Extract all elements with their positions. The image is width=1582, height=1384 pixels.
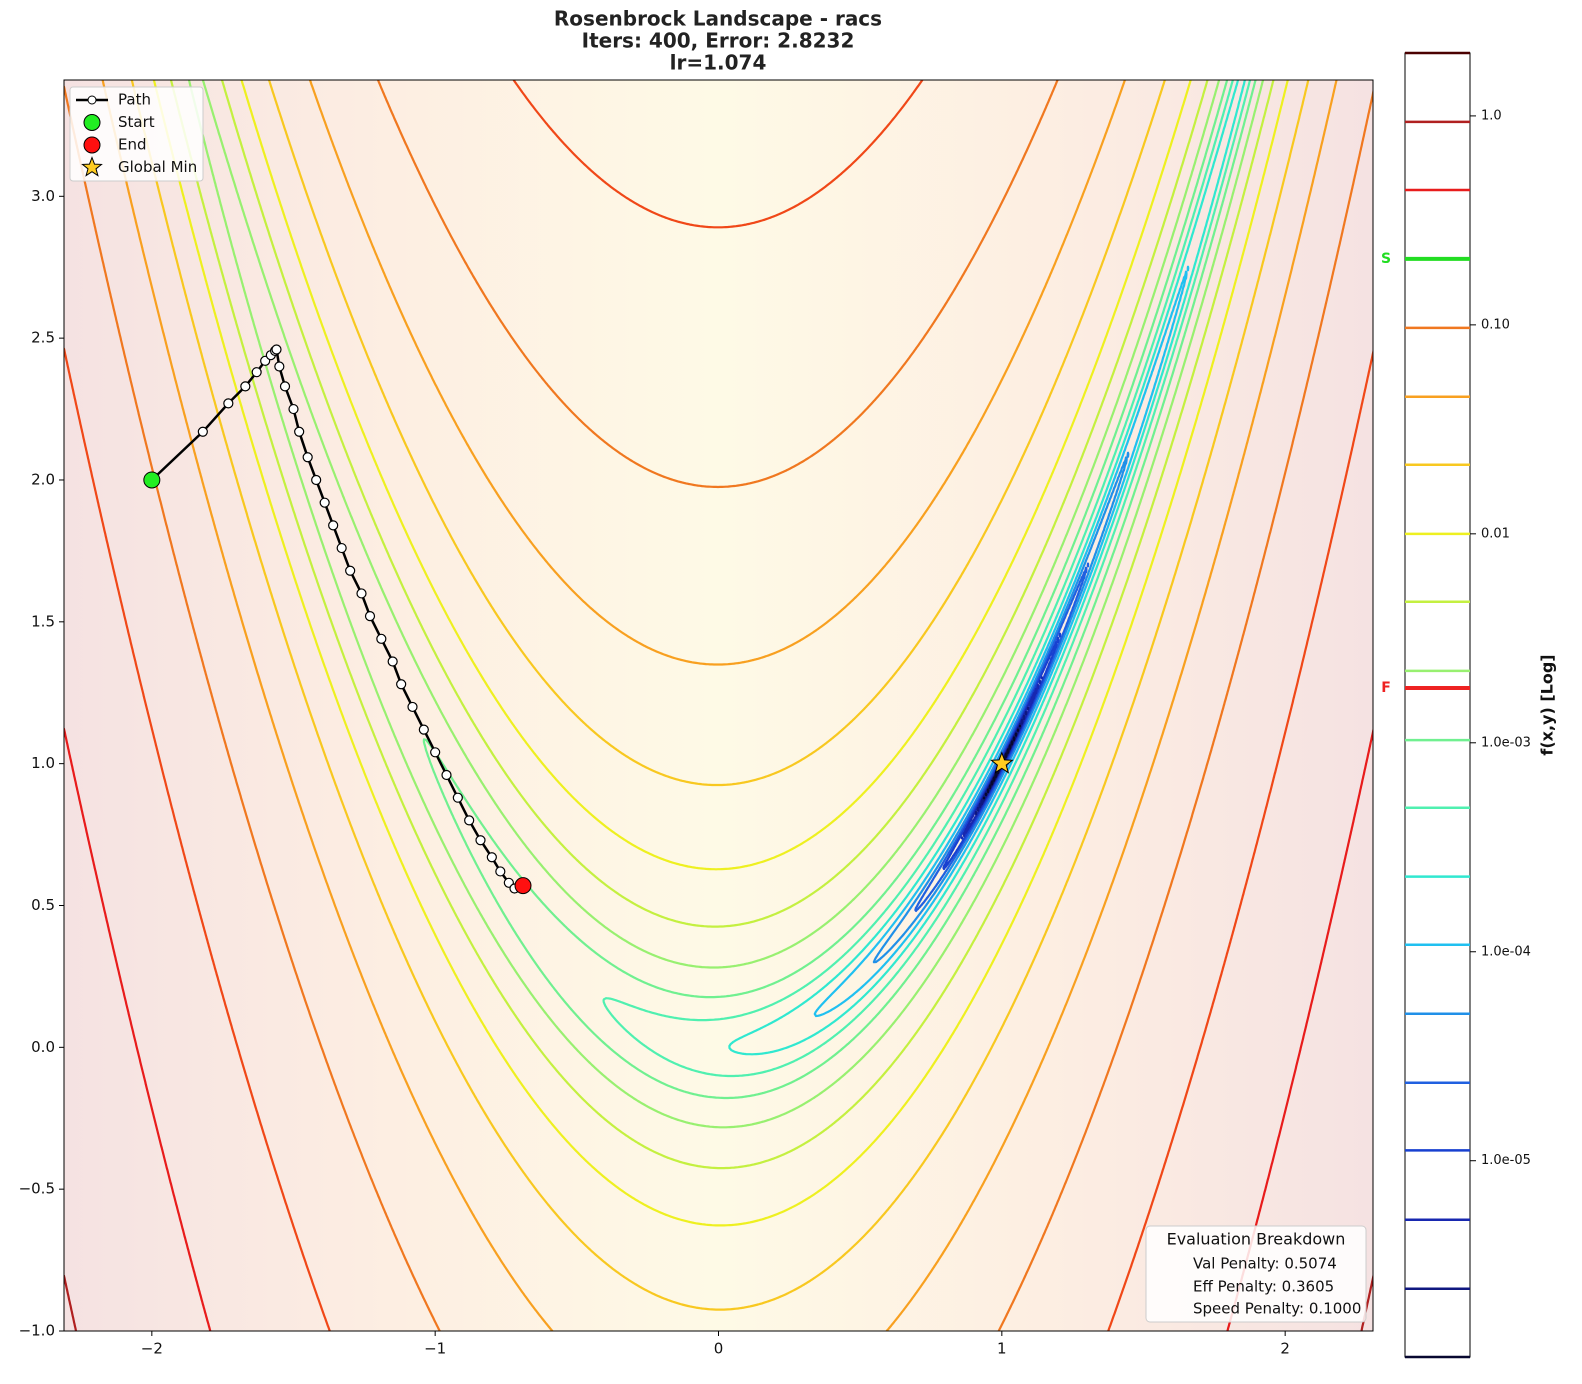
contour-line — [728, 80, 1246, 1056]
path-point — [364, 611, 376, 622]
legend-marker — [83, 114, 101, 131]
y-tick-label: 2.0 — [31, 470, 55, 488]
y-tick-label: −0.5 — [19, 1180, 55, 1198]
point-marker — [990, 751, 1014, 774]
y-tick-label: −1.0 — [19, 1322, 55, 1340]
path-point — [271, 344, 282, 355]
colorbar-marker-label: S — [1381, 251, 1391, 267]
legend-label: Start — [118, 113, 155, 131]
y-tick-label: 3.0 — [31, 187, 55, 205]
path-point — [197, 426, 208, 437]
colorbar-tick-label: 1.0e-03 — [1481, 735, 1531, 750]
colorbar-label: f(x,y) [Log] — [1538, 654, 1557, 755]
x-tick-label: 1 — [997, 1340, 1007, 1358]
y-tick-label: 0.0 — [31, 1038, 55, 1056]
x-tick-label: 2 — [1280, 1340, 1290, 1358]
legend-label: Global Min — [118, 158, 197, 176]
path-point — [328, 520, 339, 531]
annotation-title: Evaluation Breakdown — [1167, 1230, 1346, 1249]
legend-marker — [87, 95, 97, 105]
path-point — [495, 866, 506, 877]
point-marker — [143, 471, 161, 489]
path-point — [452, 792, 463, 803]
path-point — [251, 367, 262, 378]
colorbar-tick-label: 1.0 — [1481, 108, 1502, 123]
colorbar-tick-label: 1.0e-04 — [1481, 944, 1531, 959]
path-point — [464, 815, 475, 826]
path-point — [336, 542, 347, 554]
colorbar-tick-label: 0.10 — [1481, 317, 1510, 332]
path-point — [223, 398, 234, 409]
annotation-box — [1145, 1225, 1367, 1323]
x-tick-label: −2 — [141, 1340, 163, 1358]
overlay — [143, 344, 1014, 895]
path-point — [376, 633, 387, 644]
chart-title: Rosenbrock Landscape - racs — [554, 7, 882, 31]
colorbar — [1404, 52, 1471, 1358]
y-tick-label: 1.0 — [31, 754, 55, 772]
legend-label: Path — [118, 91, 151, 109]
path-point — [311, 474, 322, 486]
contour-line — [872, 451, 1130, 964]
legend-label: End — [118, 136, 147, 154]
legend-marker — [83, 136, 101, 154]
path-point — [396, 679, 407, 690]
path-point — [387, 656, 398, 667]
y-tick-label: 1.5 — [31, 612, 55, 630]
path-point — [274, 361, 285, 372]
path-point — [475, 835, 486, 846]
path-point — [240, 381, 251, 392]
colorbar-tick-label: 1.0e-05 — [1481, 1153, 1531, 1168]
y-tick-label: 2.5 — [31, 329, 55, 347]
path-point — [430, 747, 441, 758]
contour-line — [187, 80, 1265, 1129]
path-point — [288, 403, 299, 415]
annotation-line: Val Penalty: 0.5074 — [1193, 1255, 1337, 1273]
contour-line — [169, 80, 1275, 1170]
contour-line — [64, 726, 1373, 1331]
contour-line — [813, 265, 1190, 1018]
path-point — [418, 724, 429, 735]
contour-line — [101, 80, 1338, 1331]
path-point — [407, 701, 418, 713]
path-point — [302, 452, 313, 463]
contour-line — [602, 80, 1252, 1078]
legend — [69, 86, 204, 182]
point-marker — [514, 877, 532, 895]
legend-marker — [81, 156, 103, 177]
y-tick-label: 0.5 — [31, 896, 55, 914]
x-tick-label: 0 — [714, 1340, 724, 1358]
annotation-line: Eff Penalty: 0.3605 — [1193, 1278, 1334, 1296]
path-point — [294, 426, 305, 437]
path-point — [486, 852, 497, 863]
path-point — [441, 769, 452, 781]
path-point — [345, 565, 356, 576]
x-tick-label: −1 — [424, 1340, 446, 1358]
chart-subtitle: lr=1.074 — [670, 51, 767, 75]
path-point — [279, 381, 291, 392]
colorbar-marker-label: F — [1381, 680, 1391, 696]
colorbar-tick-label: 0.01 — [1481, 526, 1510, 541]
path-point — [356, 588, 367, 599]
contour-line — [64, 80, 1373, 1331]
annotation-line: Speed Penalty: 0.1000 — [1193, 1300, 1361, 1318]
path-point — [319, 497, 330, 508]
chart-subtitle: Iters: 400, Error: 2.8232 — [582, 29, 855, 53]
